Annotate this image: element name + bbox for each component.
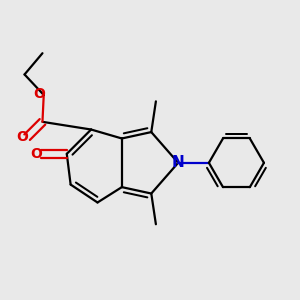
Text: N: N: [172, 155, 184, 170]
Text: O: O: [30, 147, 42, 161]
Text: O: O: [33, 87, 45, 101]
Text: O: O: [16, 130, 28, 144]
